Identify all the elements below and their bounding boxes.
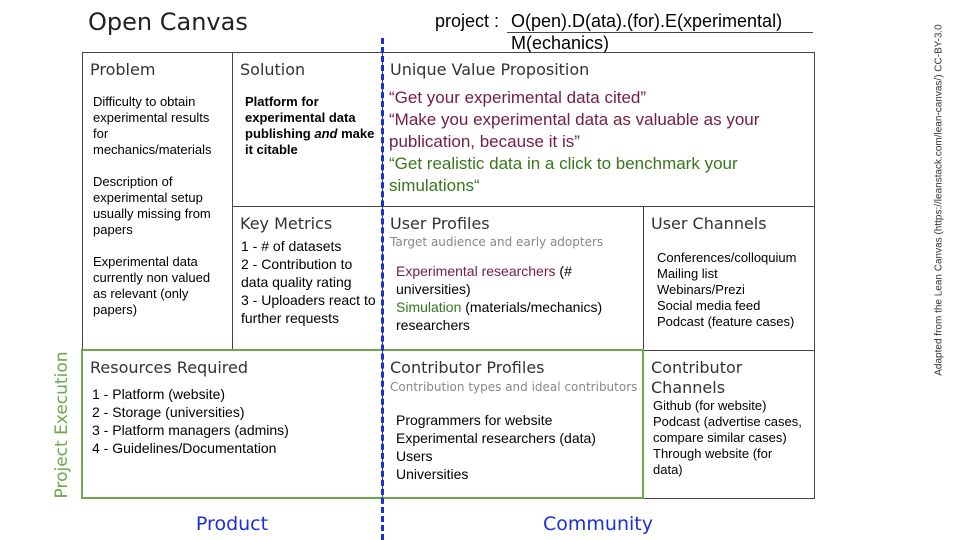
item: 3 - Platform managers (admins) xyxy=(92,422,289,438)
box-title: Contributor Profiles xyxy=(390,358,545,377)
item: Universities xyxy=(396,466,469,482)
item: Conferences/colloquium xyxy=(657,250,797,265)
execution-frame xyxy=(81,349,644,499)
item: Social media feed xyxy=(657,298,761,313)
item: Programmers for website xyxy=(396,412,553,428)
box-title: Resources Required xyxy=(90,358,249,377)
title: Open Canvas xyxy=(88,8,248,36)
box-subtitle: Target audience and early adopters xyxy=(390,235,604,249)
problem-box: Problem Difficulty to obtain experimenta… xyxy=(82,52,233,351)
box-title: Unique Value Proposition xyxy=(390,60,590,79)
text: (materials/mechanics) researchers xyxy=(396,299,603,333)
item: Webinars/Prezi xyxy=(657,282,745,297)
text: and xyxy=(314,126,338,141)
item: Experimental researchers (# universities… xyxy=(396,262,631,298)
box-subtitle: Contribution types and ideal contributor… xyxy=(390,380,638,394)
key-metrics-box: Key Metrics 1 - # of datasets 2 - Contri… xyxy=(232,206,383,351)
text: make it citable xyxy=(245,126,375,157)
item: 1 - Platform (website) xyxy=(92,386,226,402)
solution-text: Platform for experimental data publishin… xyxy=(245,94,377,158)
item: Difficulty to obtain experimental result… xyxy=(93,94,212,157)
box-title: Solution xyxy=(240,60,306,79)
quote: “Get realistic data in a click to benchm… xyxy=(389,154,738,195)
quote: “Get your experimental data cited” xyxy=(389,88,647,107)
contributor-channels-list: Github (for website) Podcast (advertise … xyxy=(653,398,803,478)
box-title: User Channels xyxy=(651,214,767,233)
contributor-profiles-box: Contributor Profiles Contribution types … xyxy=(382,350,644,499)
box-title: Problem xyxy=(90,60,156,79)
item: 4 - Guidelines/Documentation xyxy=(92,440,277,456)
item: 1 - # of datasets xyxy=(241,238,342,254)
item: Users xyxy=(396,448,433,464)
item: Podcast (feature cases) xyxy=(657,314,795,329)
item: 2 - Contribution to data quality rating xyxy=(241,256,353,290)
item: Through website (for data) xyxy=(653,446,773,477)
item: Experimental researchers (data) xyxy=(396,430,596,446)
item: Experimental data currently non valued a… xyxy=(93,254,211,317)
side-label: Project Execution xyxy=(52,351,72,499)
item: Mailing list xyxy=(657,266,718,281)
quote: “Make you experimental data as valuable … xyxy=(389,110,760,151)
project-name: O(pen).D(ata).(for).E(xperimental) xyxy=(511,11,783,31)
highlight: Experimental researchers xyxy=(396,263,556,279)
project-label: project : xyxy=(435,11,500,31)
uvp-quotes: “Get your experimental data cited” “Make… xyxy=(389,87,789,197)
item: 2 - Storage (universities) xyxy=(92,404,245,420)
underline xyxy=(507,32,813,33)
item: Podcast (advertise cases, compare simila… xyxy=(653,414,802,445)
text: (# universities) xyxy=(396,263,572,297)
metrics-list: 1 - # of datasets 2 - Contribution to da… xyxy=(241,237,379,327)
contributors-list: Programmers for website Experimental res… xyxy=(396,411,636,483)
contributor-channels-box: Contributor Channels Github (for website… xyxy=(643,350,815,499)
uvp-box: Unique Value Proposition “Get your exper… xyxy=(382,52,815,207)
box-title: Contributor Channels xyxy=(651,358,743,397)
bottom-label: Product xyxy=(195,513,269,535)
item: Github (for website) xyxy=(653,398,767,413)
solution-box: Solution Platform for experimental data … xyxy=(232,52,383,207)
box-title: Key Metrics xyxy=(240,214,333,233)
bottom-label: Community xyxy=(543,513,653,535)
channels-list: Conferences/colloquium Mailing list Webi… xyxy=(657,250,812,330)
item: 3 - Uploaders react to further requests xyxy=(241,292,376,326)
item: Description of experimental setup usuall… xyxy=(93,174,211,237)
user-profiles-box: User Profiles Target audience and early … xyxy=(382,206,644,351)
divider xyxy=(381,38,384,540)
project-name: M(echanics) xyxy=(511,33,610,53)
user-channels-box: User Channels Conferences/colloquium Mai… xyxy=(643,206,815,351)
box-title: User Profiles xyxy=(390,214,490,233)
highlight: Simulation xyxy=(396,299,462,315)
profiles-list: Experimental researchers (# universities… xyxy=(396,262,631,334)
text: Platform for experimental data publishin… xyxy=(245,94,356,141)
attribution: Adapted from the Lean Canvas (https://le… xyxy=(933,24,945,376)
resources-list: 1 - Platform (website) 2 - Storage (univ… xyxy=(92,385,372,457)
item: Simulation (materials/mechanics) researc… xyxy=(396,298,631,334)
problem-list: Difficulty to obtain experimental result… xyxy=(93,94,221,334)
